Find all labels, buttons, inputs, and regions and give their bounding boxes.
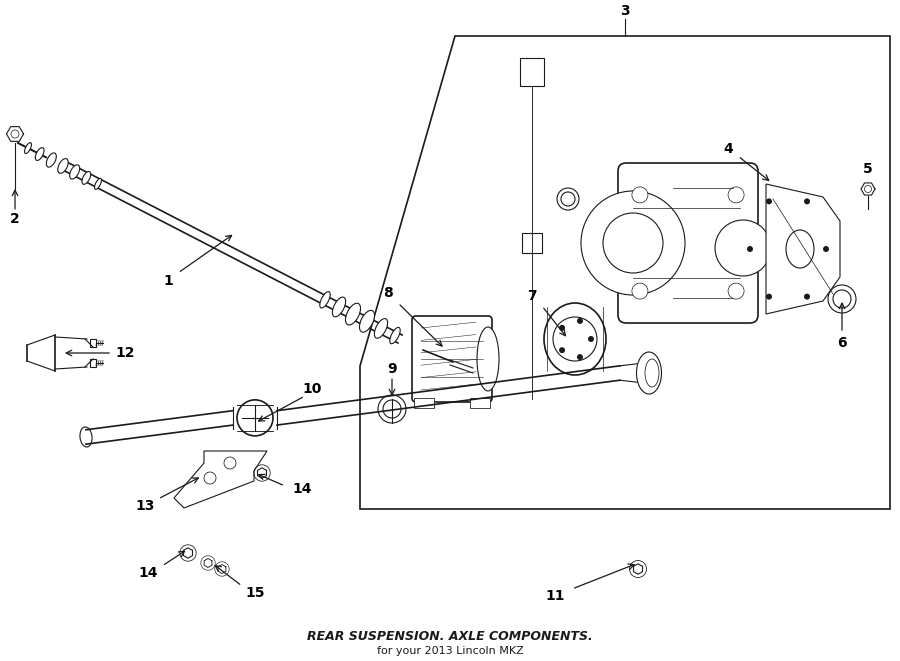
Text: 14: 14 [292,482,311,496]
Text: for your 2013 Lincoln MKZ: for your 2013 Lincoln MKZ [376,646,524,656]
Text: 8: 8 [383,286,393,300]
Ellipse shape [80,427,92,447]
Ellipse shape [35,147,44,161]
Circle shape [715,220,771,276]
Ellipse shape [24,143,32,153]
Text: 12: 12 [115,346,135,360]
Bar [470,398,490,408]
Ellipse shape [82,171,91,184]
FancyBboxPatch shape [90,339,96,347]
Circle shape [632,187,648,203]
Text: 2: 2 [10,212,20,226]
Text: 1: 1 [163,274,173,288]
Circle shape [224,457,236,469]
Circle shape [804,293,810,299]
Ellipse shape [359,311,374,332]
Circle shape [632,283,648,299]
FancyBboxPatch shape [90,359,96,367]
Ellipse shape [332,297,346,317]
Bar [522,233,542,253]
Circle shape [559,325,565,331]
Circle shape [559,347,565,353]
Ellipse shape [645,359,659,387]
Circle shape [237,400,273,436]
Circle shape [581,191,685,295]
Circle shape [588,336,594,342]
Circle shape [823,246,829,252]
Ellipse shape [544,303,606,375]
Circle shape [553,317,597,361]
Text: 15: 15 [245,586,265,600]
Ellipse shape [320,292,330,308]
Circle shape [766,198,772,204]
Circle shape [204,472,216,484]
Ellipse shape [58,159,68,173]
Circle shape [766,293,772,299]
Circle shape [577,354,583,360]
Text: REAR SUSPENSION. AXLE COMPONENTS.: REAR SUSPENSION. AXLE COMPONENTS. [307,629,593,642]
Text: 6: 6 [837,336,847,350]
FancyBboxPatch shape [618,163,758,323]
Ellipse shape [390,327,400,344]
Ellipse shape [636,352,662,394]
Circle shape [747,246,753,252]
Circle shape [728,187,744,203]
Circle shape [728,283,744,299]
Text: 4: 4 [723,142,733,156]
Ellipse shape [374,319,388,338]
Polygon shape [766,184,840,314]
Text: 13: 13 [135,499,155,513]
Text: 7: 7 [527,289,536,303]
Polygon shape [174,451,267,508]
Text: 9: 9 [387,362,397,376]
Ellipse shape [47,153,57,167]
Text: 3: 3 [620,4,630,18]
FancyBboxPatch shape [412,316,492,402]
Circle shape [603,213,663,273]
Ellipse shape [786,230,814,268]
Bar [414,398,434,408]
Ellipse shape [477,327,499,391]
Circle shape [804,198,810,204]
Ellipse shape [94,178,102,189]
Circle shape [577,318,583,324]
Text: 10: 10 [302,382,321,396]
Ellipse shape [346,303,361,325]
Text: 5: 5 [863,162,873,176]
Ellipse shape [69,165,79,179]
Text: 14: 14 [139,566,158,580]
Text: 11: 11 [545,589,565,603]
Bar [520,58,544,86]
